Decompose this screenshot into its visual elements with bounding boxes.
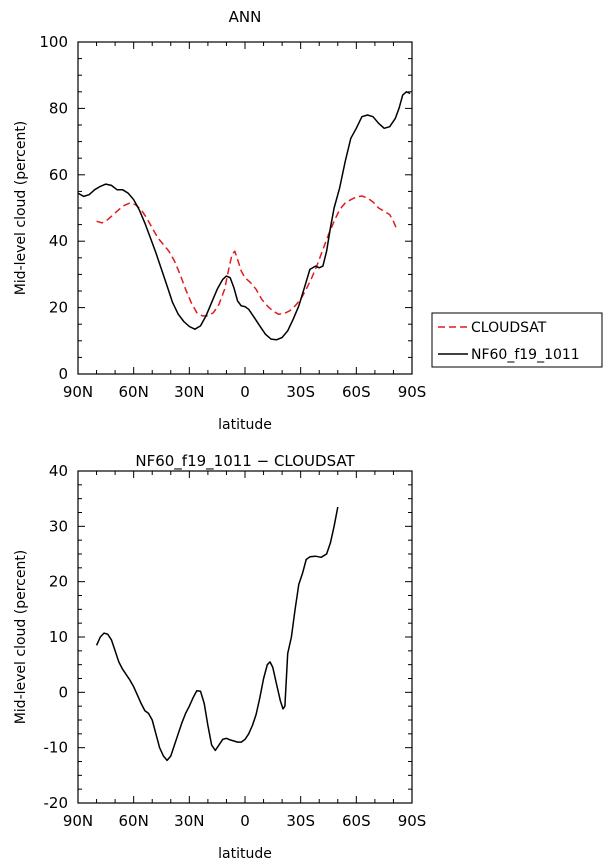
bottom-panel-y-axis-title: Mid-level cloud (percent) — [13, 550, 29, 725]
bottom-panel-y-tick-label: -20 — [44, 794, 69, 812]
legend: CLOUDSAT NF60_f19_1011 — [431, 312, 603, 368]
bottom-panel-y-tick-label: 40 — [49, 462, 68, 480]
top-panel-x-tick-label: 60S — [342, 383, 371, 401]
bottom-panel-y-tick-label: 20 — [49, 573, 68, 591]
top-panel-series-line-nf60-f19-1011 — [77, 91, 411, 341]
top-panel-x-tick-label: 90N — [63, 383, 93, 401]
top-panel-frame — [77, 41, 413, 375]
top-panel-series-line-cloudsat — [96, 195, 397, 317]
top-panel-x-tick-label: 90S — [398, 383, 427, 401]
top-panel: ANN latitude Mid-level cloud (percent) 0… — [13, 8, 426, 433]
top-panel-x-tick-label: 60N — [119, 383, 149, 401]
legend-label-nf60: NF60_f19_1011 — [471, 347, 580, 363]
bottom-panel-x-axis-title: latitude — [218, 846, 272, 862]
top-panel-y-tick-label: 80 — [49, 99, 68, 117]
top-panel-x-axis-title: latitude — [218, 417, 272, 433]
bottom-panel: NF60_f19_1011 − CLOUDSAT latitude Mid-le… — [13, 452, 426, 862]
top-panel-x-tick-label: 0 — [240, 383, 250, 401]
bottom-panel-series-line-difference — [95, 506, 339, 762]
top-panel-y-axis-title: Mid-level cloud (percent) — [13, 121, 29, 296]
bottom-panel-y-tick-label: -10 — [44, 739, 69, 757]
top-panel-y-tick-label: 40 — [49, 232, 68, 250]
bottom-panel-y-tick-label: 10 — [49, 628, 68, 646]
top-panel-plot-area: 0 20 40 60 80 100 90N 60N 30N 0 30S 60S 90S — [39, 33, 426, 401]
bottom-panel-x-tick-label: 60N — [119, 812, 149, 830]
bottom-panel-x-tick-label: 0 — [240, 812, 250, 830]
bottom-panel-frame — [77, 470, 413, 804]
bottom-panel-y-tick-label: 0 — [58, 683, 68, 701]
top-panel-x-tick-label: 30S — [286, 383, 315, 401]
top-panel-y-tick-label: 100 — [39, 33, 68, 51]
bottom-panel-plot-area: -20 -10 0 10 20 30 40 90N 60N 30N 0 30S 60S 90S — [44, 462, 427, 830]
bottom-panel-x-tick-label: 90S — [398, 812, 427, 830]
bottom-panel-y-tick-label: 30 — [49, 517, 68, 535]
top-panel-y-tick-label: 60 — [49, 166, 68, 184]
bottom-panel-title: NF60_f19_1011 − CLOUDSAT — [135, 452, 355, 471]
top-panel-y-tick-label: 0 — [58, 365, 68, 383]
bottom-panel-x-tick-label: 30N — [174, 812, 204, 830]
bottom-panel-x-tick-label: 60S — [342, 812, 371, 830]
top-panel-x-tick-label: 30N — [174, 383, 204, 401]
legend-box — [431, 312, 603, 368]
bottom-panel-x-tick-label: 30S — [286, 812, 315, 830]
bottom-panel-x-tick-label: 90N — [63, 812, 93, 830]
top-panel-title: ANN — [229, 8, 262, 26]
top-panel-y-tick-label: 20 — [49, 299, 68, 317]
legend-label-cloudsat: CLOUDSAT — [471, 320, 547, 336]
